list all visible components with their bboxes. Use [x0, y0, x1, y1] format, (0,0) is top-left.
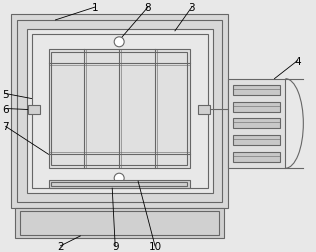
- Bar: [228, 79, 285, 169]
- Bar: [52, 53, 187, 166]
- Bar: [11, 15, 228, 208]
- Text: 1: 1: [92, 3, 99, 13]
- Bar: [17, 21, 222, 202]
- Bar: [233, 119, 280, 129]
- Text: 10: 10: [149, 241, 161, 251]
- Bar: [233, 152, 280, 162]
- Text: 3: 3: [189, 3, 195, 13]
- Bar: [233, 136, 280, 145]
- Bar: [32, 35, 208, 188]
- Bar: [48, 50, 190, 169]
- Circle shape: [114, 38, 124, 48]
- Text: 7: 7: [3, 122, 9, 132]
- Text: 2: 2: [57, 241, 64, 251]
- Bar: [27, 30, 213, 193]
- Text: 9: 9: [112, 241, 118, 251]
- Bar: [15, 208, 224, 238]
- Bar: [233, 86, 280, 96]
- Text: 8: 8: [145, 3, 151, 13]
- Bar: [52, 182, 187, 186]
- Text: 6: 6: [3, 104, 9, 114]
- Bar: [27, 105, 40, 115]
- Bar: [48, 180, 190, 188]
- Bar: [198, 105, 210, 115]
- Text: 5: 5: [3, 89, 9, 99]
- Text: 4: 4: [294, 56, 301, 67]
- Bar: [233, 103, 280, 112]
- Circle shape: [114, 174, 124, 183]
- Bar: [20, 211, 219, 235]
